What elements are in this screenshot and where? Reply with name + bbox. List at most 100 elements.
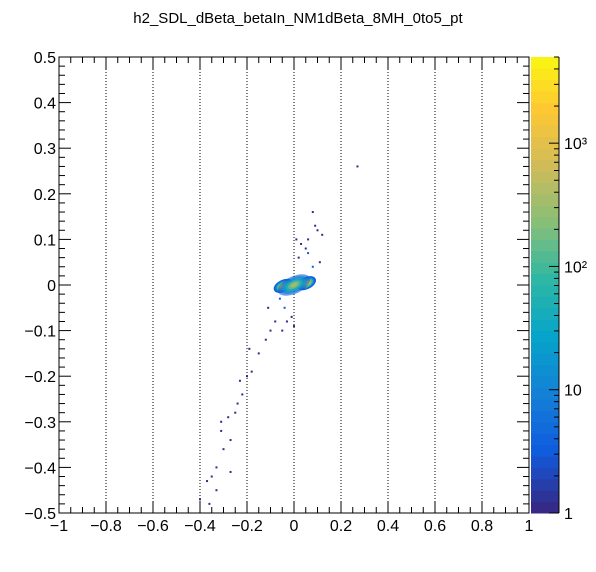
data-bin	[229, 439, 232, 442]
colorbar-band	[531, 353, 559, 366]
x-tick-label: −0.4	[184, 518, 216, 535]
colorbar-band	[531, 319, 559, 332]
data-bin	[222, 448, 225, 451]
x-tick-label: 0	[290, 518, 299, 535]
data-bin	[238, 379, 241, 382]
x-tick-label: −1	[50, 518, 68, 535]
colorbar-band	[531, 296, 559, 309]
colorbar-band	[531, 239, 559, 252]
data-bin	[293, 325, 295, 328]
colorbar-band	[531, 273, 559, 286]
colorbar-band	[531, 91, 559, 104]
colorbar-band	[531, 228, 559, 240]
colorbar-band	[531, 68, 559, 81]
colorbar-band	[531, 182, 559, 195]
colorbar-band	[531, 148, 559, 161]
axis-ticks	[58, 56, 530, 514]
data-bin	[311, 211, 314, 214]
colorbar-band	[531, 285, 559, 297]
chart-title: h2_SDL_dBeta_betaIn_NM1dBeta_8MH_0to5_pt	[133, 10, 463, 27]
data-bin	[220, 420, 223, 423]
data-bin	[220, 429, 223, 432]
data-bin	[215, 466, 218, 469]
y-tick-label: −0.4	[24, 460, 56, 477]
colorbar-band	[531, 399, 559, 411]
colorbar-band	[531, 114, 559, 126]
data-bin	[210, 475, 213, 478]
y-tick-label: 0.4	[34, 96, 56, 113]
data-bin	[264, 338, 267, 341]
data-bin	[250, 370, 253, 373]
y-tick-label: 0.5	[34, 50, 56, 67]
colorbar-band	[531, 171, 559, 183]
colorbar-band	[531, 136, 559, 149]
color-scale-bar: 1 10 10² 10³	[531, 56, 588, 523]
x-tick-label: −0.6	[137, 518, 169, 535]
colorbar-band	[531, 159, 559, 172]
data-bin	[257, 352, 260, 355]
data-bin	[318, 261, 321, 264]
colorbar-band	[531, 125, 559, 138]
x-tick-label: 0.4	[377, 518, 399, 535]
data-bin	[229, 470, 232, 473]
colorbar-band	[531, 467, 559, 480]
data-bin	[316, 229, 319, 232]
colorbar-band	[531, 250, 559, 263]
data-bin	[236, 402, 239, 405]
colorbar-band	[531, 342, 559, 354]
data-bin	[274, 320, 277, 323]
colorbar-band	[531, 501, 559, 514]
colorbar-band	[531, 490, 559, 503]
data-cluster	[290, 282, 298, 288]
colorbar-band	[531, 262, 559, 275]
colorbar-band	[531, 193, 559, 206]
colorbar-label: 10²	[564, 259, 588, 276]
data-bin	[314, 224, 317, 227]
data-bin	[267, 306, 270, 309]
colorbar-band	[531, 57, 559, 69]
data-bin	[295, 238, 298, 241]
colorbar-label: 1	[564, 506, 573, 523]
colorbar-band	[531, 421, 559, 434]
data-bin	[248, 347, 251, 350]
x-tick-label: 0.8	[471, 518, 493, 535]
x-tick-label: −0.2	[231, 518, 263, 535]
colorbar-band	[531, 410, 559, 423]
data-bin	[241, 393, 244, 396]
y-tick-label: −0.3	[24, 415, 56, 432]
data-bin	[321, 233, 324, 236]
colorbar-label: 10	[564, 383, 582, 400]
data-bin	[356, 165, 359, 168]
data-bin	[297, 256, 300, 259]
data-bin	[227, 416, 230, 419]
data-bin	[269, 329, 272, 332]
y-tick-label: 0	[47, 278, 56, 295]
data-bin	[199, 498, 201, 501]
y-tick-labels: −0.5 −0.4 −0.3 −0.2 −0.1 0 0.1 0.2 0.3 0.4 0.5	[24, 50, 56, 523]
y-tick-label: 0.1	[34, 232, 56, 249]
colorbar-band	[531, 444, 559, 457]
x-tick-label: 0.2	[330, 518, 352, 535]
x-tick-labels: −1 −0.8 −0.6 −0.4 −0.2 0 0.2 0.4 0.6 0.8 1	[50, 518, 534, 535]
data-bin	[215, 489, 218, 492]
data-bin	[307, 238, 310, 241]
colorbar-band	[531, 330, 559, 343]
heatmap-data	[199, 165, 359, 505]
y-tick-label: 0.3	[34, 141, 56, 158]
colorbar-band	[531, 79, 559, 92]
x-grid-lines	[105, 57, 483, 513]
colorbar-band	[531, 205, 559, 218]
data-bin	[234, 411, 237, 414]
data-bin	[283, 306, 286, 309]
y-tick-label: −0.1	[24, 324, 56, 341]
data-bin	[285, 320, 288, 323]
colorbar-band	[531, 387, 559, 400]
colorbar-label: 10³	[564, 136, 588, 153]
colorbar-band	[531, 478, 559, 491]
x-tick-label: 0.6	[424, 518, 446, 535]
colorbar-band	[531, 456, 559, 468]
colorbar-band	[531, 376, 559, 389]
data-bin	[290, 315, 293, 318]
data-bin	[278, 297, 281, 300]
